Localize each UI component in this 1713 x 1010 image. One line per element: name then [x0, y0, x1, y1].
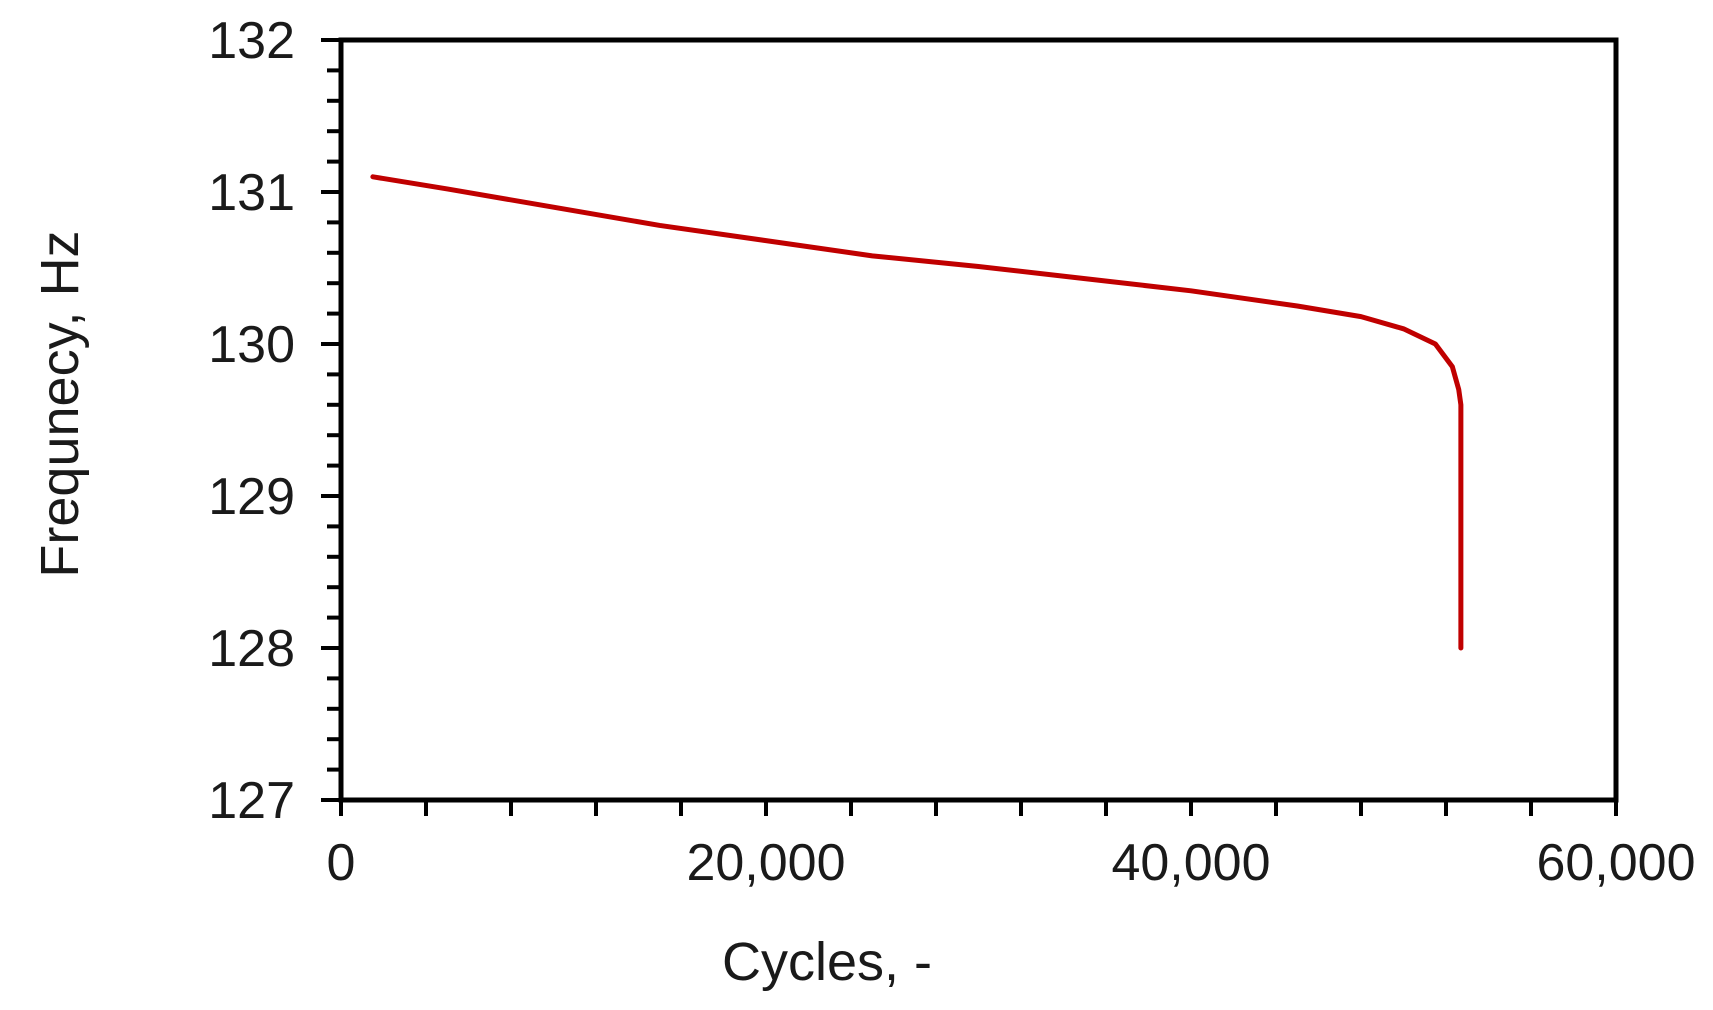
x-tick-label: 60,000: [1536, 834, 1695, 892]
x-tick-label: 20,000: [686, 834, 845, 892]
data-series-line: [370, 174, 1464, 651]
y-axis-title: Frequnecy, Hz: [30, 230, 90, 578]
x-tick-label: 40,000: [1111, 834, 1270, 892]
y-tick-label: 127: [208, 772, 295, 830]
x-axis-title: Cycles, -: [721, 932, 933, 992]
y-tick-label: 131: [208, 164, 295, 222]
y-tick-label: 129: [208, 468, 295, 526]
x-tick-label: 0: [327, 834, 356, 892]
y-tick-label: 132: [208, 12, 295, 70]
plot-border: [338, 37, 1619, 803]
y-tick-label: 130: [208, 316, 295, 374]
y-tick-label: 128: [208, 620, 295, 678]
